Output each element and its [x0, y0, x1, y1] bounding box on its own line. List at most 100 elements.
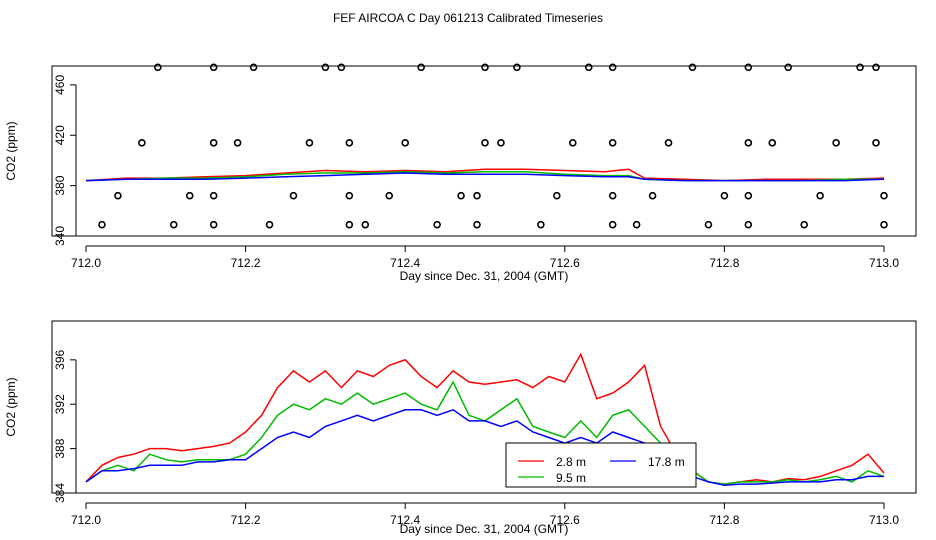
data-point — [704, 220, 713, 229]
legend-box — [505, 442, 697, 488]
data-point — [537, 220, 545, 229]
x-tick-label: 712.0 — [71, 513, 101, 527]
y-axis: 384 388 392 396 — [53, 350, 77, 503]
data-point — [138, 139, 146, 147]
x-axis-label: Day since Dec. 31, 2004 (GMT) — [400, 269, 569, 283]
data-point — [744, 63, 753, 72]
x-tick-label: 712.8 — [709, 513, 739, 527]
data-point — [361, 220, 370, 229]
data-point — [249, 63, 258, 72]
data-point — [744, 139, 753, 147]
data-point — [321, 63, 330, 72]
x-axis: 712.0 712.2 712.4 712.6 712.8 713.0 — [71, 502, 899, 527]
data-point — [433, 220, 441, 229]
data-point — [481, 139, 489, 147]
x-tick-label: 712.4 — [390, 513, 420, 527]
y-axis-label: CO2 (ppm) — [4, 377, 18, 436]
data-point — [688, 63, 697, 72]
figure-title: FEF AIRCOA C Day 061213 Calibrated Times… — [333, 11, 603, 25]
x-axis: 712.0 712.2 712.4 712.6 712.8 713.0 — [71, 245, 899, 270]
data-point — [816, 191, 824, 200]
data-point — [473, 191, 481, 200]
data-point — [289, 191, 298, 200]
data-point — [608, 191, 617, 200]
data-point — [345, 220, 354, 229]
data-point — [608, 139, 617, 147]
data-point — [305, 139, 314, 147]
x-axis-label: Day since Dec. 31, 2004 (GMT) — [400, 522, 569, 536]
y-tick-label: 420 — [53, 125, 67, 145]
x-tick-label: 712.6 — [550, 513, 580, 527]
data-point — [584, 63, 593, 72]
x-tick-label: 713.0 — [869, 256, 899, 270]
y-tick-label: 460 — [53, 75, 67, 95]
x-tick-label: 712.8 — [709, 256, 739, 270]
data-point — [784, 63, 793, 72]
data-point — [209, 139, 218, 147]
data-point — [720, 191, 729, 200]
data-point — [632, 220, 641, 229]
series-line-17.8m — [85, 408, 884, 486]
panel-bottom: 712.0 712.2 712.4 712.6 712.8 713.0 384 388 392… — [4, 320, 917, 536]
data-point — [744, 191, 753, 200]
data-point — [114, 191, 122, 200]
data-point — [497, 139, 505, 147]
legend-label-17.8m: 17.8 m — [648, 455, 685, 469]
data-point — [832, 139, 840, 147]
y-tick-label: 384 — [53, 483, 67, 503]
data-point — [608, 220, 617, 229]
series-line-2.8m — [85, 352, 885, 485]
data-point — [337, 63, 346, 72]
data-point — [457, 191, 465, 200]
data-point — [185, 191, 194, 200]
y-tick-label: 392 — [53, 394, 67, 414]
y-axis: 340 380 420 460 — [53, 75, 77, 246]
data-point — [513, 63, 521, 72]
data-point — [345, 191, 354, 200]
data-point — [417, 63, 425, 72]
y-tick-label: 340 — [53, 226, 67, 246]
x-tick-label: 712.2 — [231, 513, 261, 527]
plot-frame — [51, 320, 917, 494]
data-point — [800, 220, 809, 229]
data-point — [401, 139, 410, 147]
y-tick-label: 388 — [53, 438, 67, 458]
x-tick-label: 712.2 — [231, 256, 261, 270]
data-point — [872, 139, 880, 147]
data-point — [664, 139, 673, 147]
y-tick-label: 380 — [53, 175, 67, 195]
x-tick-label: 712.4 — [390, 256, 420, 270]
data-point — [473, 220, 481, 229]
legend-label-2.8m: 2.8 m — [556, 455, 586, 469]
data-point — [880, 220, 888, 229]
points-group — [98, 63, 888, 229]
series-group — [85, 168, 885, 182]
data-point — [98, 220, 106, 229]
series-line-2 — [85, 172, 885, 182]
data-point — [385, 191, 394, 200]
plot-frame — [51, 65, 917, 237]
data-point — [856, 63, 864, 72]
data-point — [154, 63, 162, 72]
legend: 2.8 m 9.5 m 17.8 m — [505, 442, 697, 488]
data-point — [553, 191, 561, 200]
data-point — [481, 63, 489, 72]
data-point — [209, 220, 218, 229]
data-point — [169, 220, 178, 229]
legend-label-9.5m: 9.5 m — [556, 471, 586, 485]
data-point — [233, 139, 242, 147]
series-line-9.5m — [85, 380, 885, 485]
x-tick-label: 712.6 — [550, 256, 580, 270]
data-point — [568, 139, 577, 147]
x-tick-label: 713.0 — [869, 513, 899, 527]
series-group — [85, 352, 885, 486]
y-tick-label: 396 — [53, 350, 67, 370]
data-point — [209, 63, 218, 72]
data-point — [608, 63, 617, 72]
panel-top: 712.0 712.2 712.4 712.6 712.8 713.0 340 380 420… — [4, 63, 917, 283]
data-point — [768, 139, 777, 147]
data-point — [872, 63, 880, 72]
data-point — [744, 220, 753, 229]
data-point — [209, 191, 218, 200]
